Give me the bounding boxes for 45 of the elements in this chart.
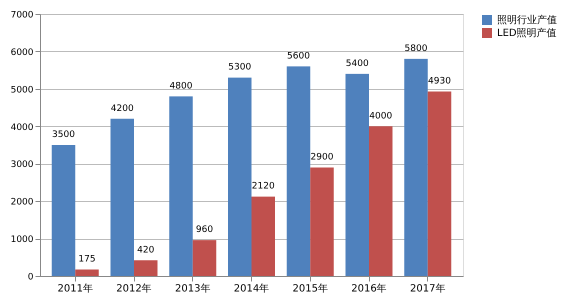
x-tick-label: 2015年 [292, 282, 328, 294]
bar [404, 58, 428, 276]
x-tick-label: 2011年 [58, 282, 93, 294]
bar [52, 145, 76, 276]
bar [428, 91, 452, 276]
y-tick-label: 1000 [10, 235, 34, 246]
y-tick-label: 6000 [10, 48, 34, 58]
data-label: 5800 [404, 44, 428, 54]
legend-label: LED照明产值 [497, 27, 557, 39]
legend-label: 照明行业产值 [497, 14, 557, 26]
y-tick-label: 3000 [10, 160, 34, 170]
bar [346, 74, 369, 276]
bar [369, 126, 392, 276]
bar [252, 196, 275, 276]
data-label: 4800 [170, 81, 193, 92]
x-tick-label: 2017年 [410, 282, 446, 294]
data-label: 2900 [310, 152, 334, 162]
data-label: 5600 [287, 51, 310, 62]
bar [310, 167, 334, 276]
bar [110, 118, 134, 276]
y-tick-label: 0 [28, 272, 34, 282]
y-tick-label: 5000 [10, 85, 34, 96]
data-label: 5300 [228, 62, 252, 73]
data-label: 175 [78, 254, 96, 264]
bar [228, 78, 252, 276]
y-tick-label: 2000 [10, 198, 34, 208]
x-tick-label: 2014年 [234, 282, 270, 294]
data-label: 960 [196, 225, 214, 236]
bar [75, 269, 99, 276]
bar [192, 240, 216, 276]
data-label: 4200 [110, 104, 134, 114]
data-label: 420 [137, 245, 155, 256]
y-tick-label: 7000 [10, 10, 34, 20]
bar [134, 260, 158, 276]
y-tick-label: 4000 [10, 122, 34, 133]
data-label: 4000 [369, 111, 392, 122]
x-tick-label: 2013年 [175, 282, 210, 294]
data-label: 5400 [346, 58, 369, 69]
data-label: 3500 [52, 130, 76, 140]
x-tick-label: 2012年 [116, 282, 152, 294]
bar [169, 96, 193, 276]
data-label: 2120 [252, 182, 275, 192]
data-label: 4930 [428, 76, 452, 86]
x-tick-label: 2016年 [351, 282, 387, 294]
bar [286, 66, 310, 276]
